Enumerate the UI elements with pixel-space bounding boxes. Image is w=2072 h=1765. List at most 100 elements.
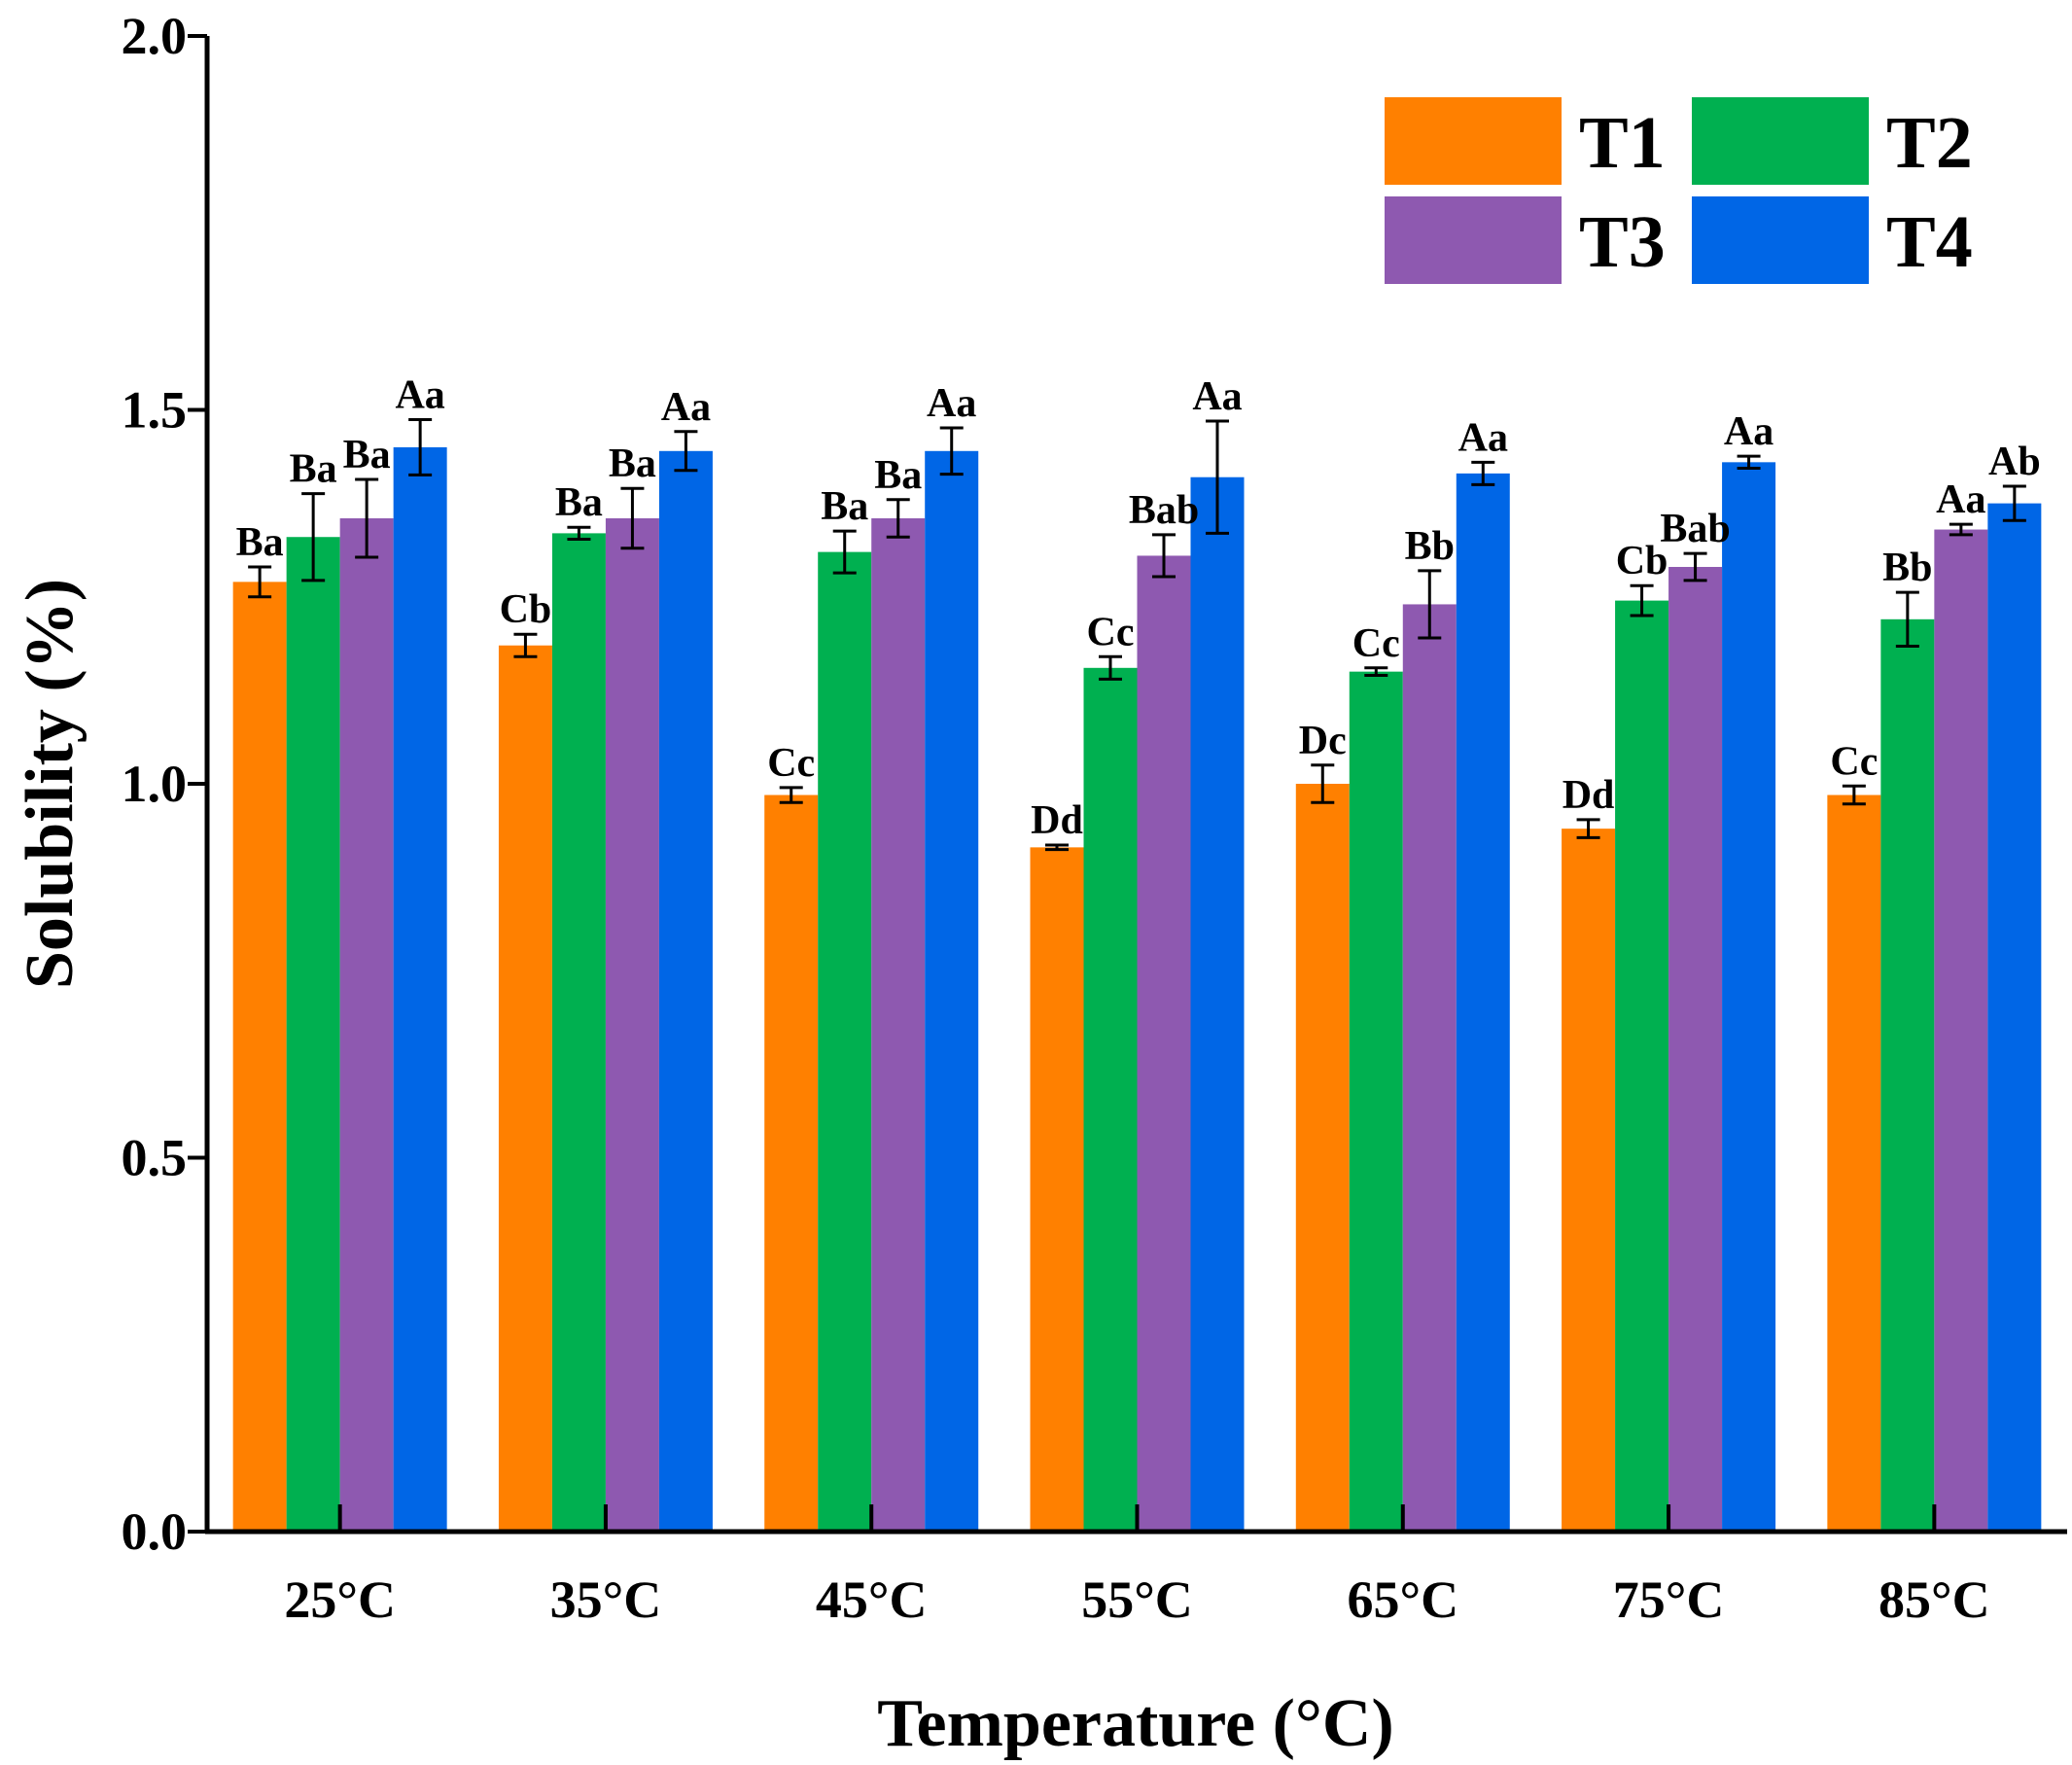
y-axis-title: Solubility (%) xyxy=(13,579,88,989)
significance-label-T2-85°C: Bb xyxy=(1882,546,1932,590)
error-bar-T1-85°C xyxy=(1842,784,1866,806)
y-tick-label-0.5: 0.5 xyxy=(122,1129,188,1187)
error-bar-T1-55°C xyxy=(1045,843,1069,852)
x-tick-label-75°C: 75°C xyxy=(1613,1571,1725,1629)
error-bar-T4-65°C xyxy=(1471,460,1495,486)
error-bar-T1-25°C xyxy=(248,565,272,599)
significance-label-T4-25°C: Aa xyxy=(395,372,444,417)
x-tick-label-65°C: 65°C xyxy=(1347,1571,1458,1629)
significance-label-T1-75°C: Dd xyxy=(1563,773,1615,818)
error-bar-T2-45°C xyxy=(832,529,857,575)
error-bar-T4-75°C xyxy=(1737,454,1761,470)
error-bar-T4-55°C xyxy=(1206,419,1229,535)
significance-label-T1-55°C: Dd xyxy=(1031,798,1083,843)
bar-T1-75°C xyxy=(1562,829,1616,1532)
significance-label-T3-65°C: Bb xyxy=(1405,524,1455,569)
bar-T3-35°C xyxy=(605,518,659,1532)
legend: T1 T2 T3 T4 xyxy=(1385,97,1973,284)
significance-label-T2-65°C: Cc xyxy=(1352,621,1400,666)
legend-item-T1: T1 xyxy=(1385,97,1666,185)
y-tick-label-1.5: 1.5 xyxy=(122,381,188,440)
bar-T1-25°C xyxy=(232,582,287,1532)
legend-label-T3: T3 xyxy=(1579,201,1666,283)
significance-label-T2-35°C: Ba xyxy=(555,480,603,525)
x-axis-title: Temperature (°C) xyxy=(877,1686,1394,1761)
error-bar-T2-75°C xyxy=(1630,583,1654,618)
error-bar-T1-35°C xyxy=(513,632,538,658)
legend-swatch-T2 xyxy=(1692,97,1869,185)
error-bar-T4-45°C xyxy=(939,426,964,477)
legend-item-T3: T3 xyxy=(1385,196,1666,284)
error-bar-T4-85°C xyxy=(2002,484,2026,522)
error-bar-T2-25°C xyxy=(301,492,326,582)
bar-T1-45°C xyxy=(764,794,819,1532)
bar-T1-35°C xyxy=(498,645,552,1532)
bar-T3-45°C xyxy=(871,518,926,1532)
legend-swatch-T4 xyxy=(1692,196,1869,284)
bars-layer xyxy=(232,446,2042,1533)
error-bar-T2-85°C xyxy=(1895,590,1919,649)
bar-T4-35°C xyxy=(658,450,713,1532)
significance-label-T4-75°C: Aa xyxy=(1724,409,1773,454)
bar-T2-25°C xyxy=(286,537,340,1532)
significance-label-T3-45°C: Ba xyxy=(874,453,922,498)
significance-label-T3-25°C: Ba xyxy=(343,433,391,477)
bar-T2-35°C xyxy=(551,533,606,1532)
legend-item-T4: T4 xyxy=(1692,196,1973,284)
error-bar-T3-75°C xyxy=(1683,551,1707,582)
error-bar-T4-35°C xyxy=(674,430,698,473)
bar-T4-65°C xyxy=(1456,473,1510,1532)
error-bar-T3-65°C xyxy=(1418,569,1442,640)
significance-label-T3-55°C: Bab xyxy=(1129,488,1199,533)
significance-label-T1-65°C: Dc xyxy=(1299,719,1347,763)
legend-swatch-T1 xyxy=(1385,97,1562,185)
legend-swatch-T3 xyxy=(1385,196,1562,284)
legend-label-T4: T4 xyxy=(1886,201,1973,283)
error-bar-T3-85°C xyxy=(1949,522,1973,537)
bar-T1-55°C xyxy=(1030,847,1084,1532)
bar-T3-65°C xyxy=(1402,604,1457,1532)
significance-label-T2-55°C: Cc xyxy=(1087,610,1135,654)
bar-T3-55°C xyxy=(1137,555,1191,1532)
significance-label-T1-85°C: Cc xyxy=(1830,739,1878,784)
bar-T3-85°C xyxy=(1934,529,1988,1532)
bar-T4-55°C xyxy=(1190,477,1245,1533)
significance-label-T2-75°C: Cb xyxy=(1616,539,1668,583)
significance-label-T1-35°C: Cb xyxy=(500,587,552,632)
significance-label-T1-25°C: Ba xyxy=(236,520,284,565)
y-tick-label-1.0: 1.0 xyxy=(122,755,188,813)
y-ticks-layer: 0.0 0.5 1.0 1.5 2.0 xyxy=(122,7,207,1561)
bar-T3-25°C xyxy=(339,518,394,1532)
significance-label-T3-75°C: Bab xyxy=(1660,507,1730,551)
y-tick-label-2.0: 2.0 xyxy=(122,7,188,65)
bar-T2-65°C xyxy=(1349,671,1403,1532)
error-bar-T2-35°C xyxy=(567,525,591,542)
significance-label-T4-35°C: Aa xyxy=(661,385,711,430)
x-tick-label-55°C: 55°C xyxy=(1081,1571,1193,1629)
x-tick-label-25°C: 25°C xyxy=(284,1571,396,1629)
significance-label-T3-35°C: Ba xyxy=(609,441,656,486)
bar-T4-45°C xyxy=(925,450,979,1532)
significance-label-T4-45°C: Aa xyxy=(927,381,976,426)
significance-label-T4-55°C: Aa xyxy=(1192,374,1242,419)
legend-label-T2: T2 xyxy=(1886,102,1973,184)
significance-label-T4-85°C: Ab xyxy=(1988,440,2041,484)
error-bar-T1-75°C xyxy=(1576,818,1600,839)
bar-T4-85°C xyxy=(1987,503,2042,1532)
error-bar-T1-65°C xyxy=(1311,763,1335,804)
error-bar-T2-65°C xyxy=(1364,666,1388,677)
bar-T2-45°C xyxy=(818,551,872,1532)
bar-T3-75°C xyxy=(1668,566,1723,1532)
bar-T2-55°C xyxy=(1083,667,1138,1532)
bar-T4-25°C xyxy=(393,446,447,1533)
error-bars-layer xyxy=(248,417,2026,852)
x-tick-label-35°C: 35°C xyxy=(550,1571,662,1629)
error-bar-T3-25°C xyxy=(355,477,379,559)
significance-label-T2-45°C: Ba xyxy=(821,484,868,529)
bar-T2-75°C xyxy=(1615,600,1669,1532)
error-bar-T1-45°C xyxy=(779,786,803,804)
y-tick-label-0.0: 0.0 xyxy=(122,1502,188,1561)
significance-label-T4-65°C: Aa xyxy=(1458,415,1508,460)
